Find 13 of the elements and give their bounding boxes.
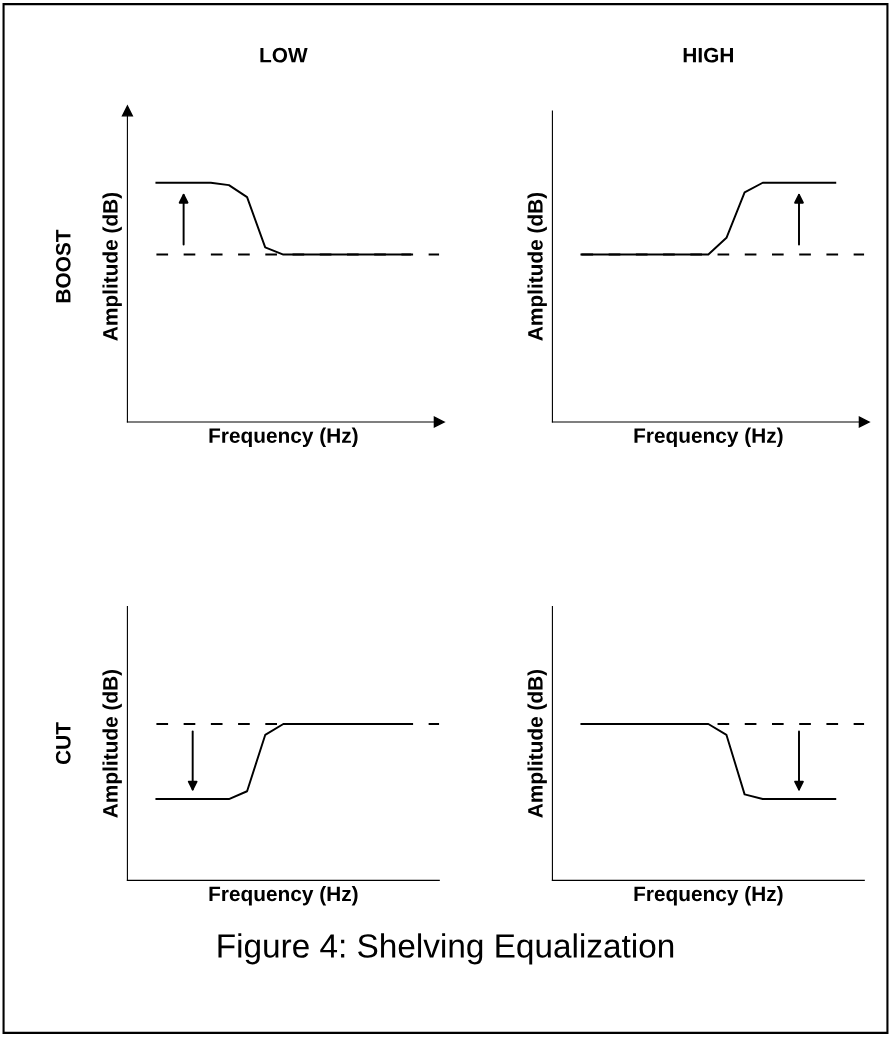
text: BOOST — [55, 229, 71, 303]
x-axis-title: Frequency (Hz) — [634, 427, 783, 448]
text: CUT — [55, 722, 71, 765]
chart-title: LOW — [260, 47, 308, 63]
y-axis-title: Amplitude (dB) — [102, 669, 122, 818]
y-axis-title: Amplitude (dB) — [527, 669, 547, 818]
x-axis-title: Frequency (Hz) — [209, 427, 358, 448]
chart-title: HIGH — [683, 47, 733, 63]
caption: Figure 4: Shelving Equalization — [218, 933, 674, 965]
x-axis-title: Frequency (Hz) — [634, 885, 783, 906]
y-axis-title: Amplitude (dB) — [527, 192, 547, 341]
y-axis-title: Amplitude (dB) — [102, 192, 122, 341]
x-axis-title: Frequency (Hz) — [209, 885, 358, 906]
